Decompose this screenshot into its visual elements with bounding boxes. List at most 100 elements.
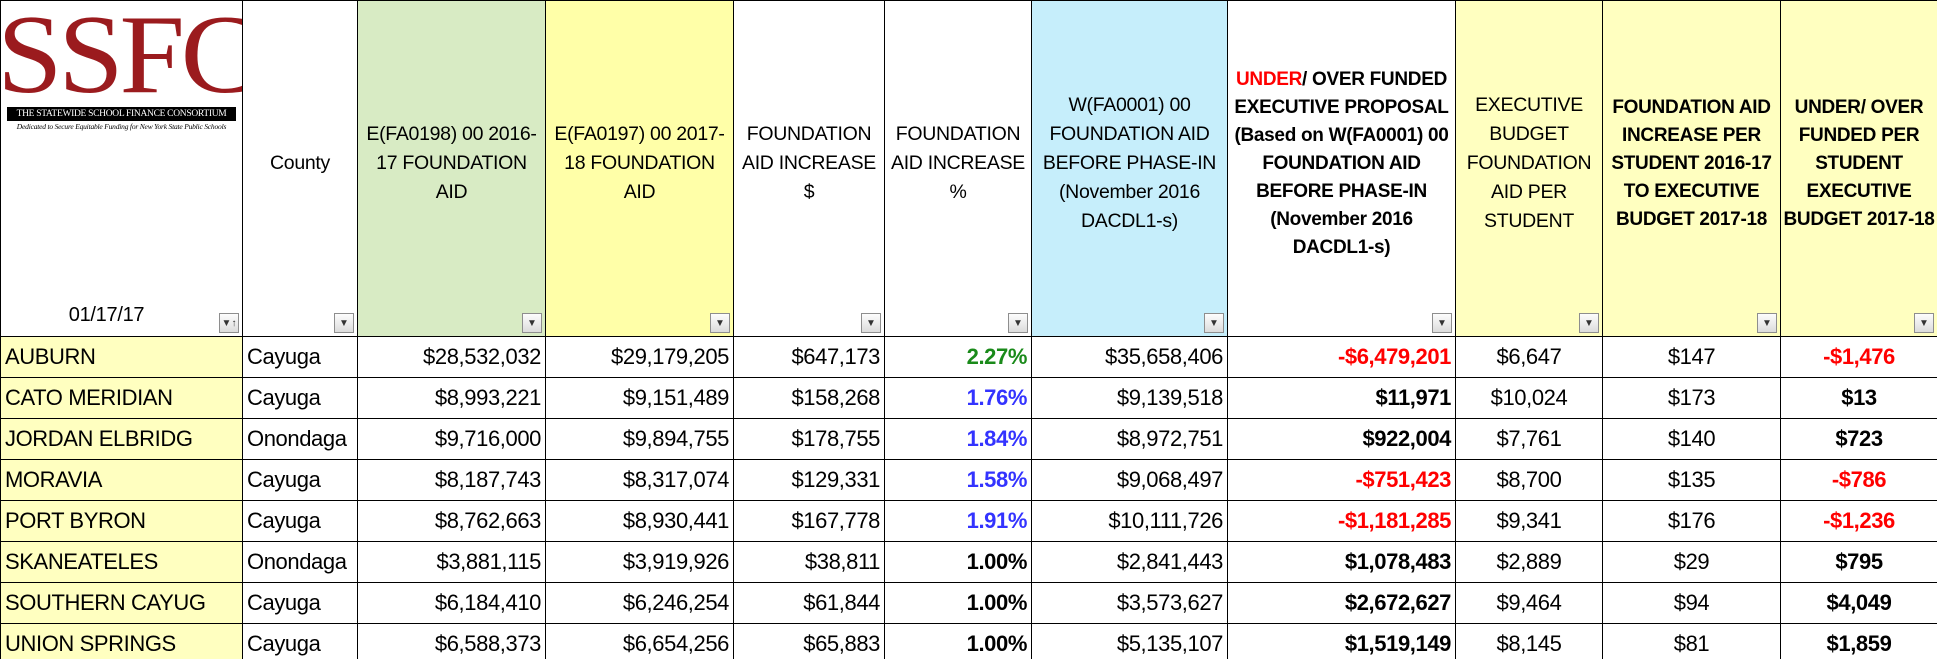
- cell: $81: [1602, 623, 1781, 659]
- column-header: County ▼: [242, 0, 358, 337]
- header-text: UNDER/ OVER FUNDED PER STUDENT EXECUTIVE…: [1783, 96, 1935, 230]
- cell: $9,341: [1455, 500, 1603, 542]
- cell: Onondaga: [242, 541, 358, 583]
- cell: Cayuga: [242, 582, 358, 624]
- cell: $94: [1602, 582, 1781, 624]
- cell: 1.58%: [884, 459, 1032, 501]
- cell: SOUTHERN CAYUG: [0, 582, 243, 624]
- cell: -$786: [1780, 459, 1937, 501]
- cell: Cayuga: [242, 623, 358, 659]
- cell: UNION SPRINGS: [0, 623, 243, 659]
- cell: $10,024: [1455, 377, 1603, 419]
- cell: $6,654,256: [545, 623, 734, 659]
- cell: -$751,423: [1227, 459, 1456, 501]
- cell: $8,762,663: [357, 500, 546, 542]
- cell: $158,268: [733, 377, 885, 419]
- header-text: EXECUTIVE BUDGET FOUNDATION AID PER STUD…: [1466, 94, 1592, 232]
- cell: Cayuga: [242, 377, 358, 419]
- header-text: / OVER FUNDED EXECUTIVE PROPOSAL (Based …: [1234, 68, 1449, 258]
- column-header: FOUNDATION AID INCREASE % ▼: [884, 0, 1032, 337]
- filter-button[interactable]: ▼: [1914, 313, 1934, 333]
- cell: 1.76%: [884, 377, 1032, 419]
- cell: $9,139,518: [1031, 377, 1228, 419]
- table-row: UNION SPRINGS Cayuga $6,588,373 $6,654,256 $…: [0, 623, 1937, 659]
- table-row: CATO MERIDIAN Cayuga $8,993,221 $9,151,489 $…: [0, 377, 1937, 419]
- cell: -$1,236: [1780, 500, 1937, 542]
- filter-button[interactable]: ▼: [1579, 313, 1599, 333]
- cell: Cayuga: [242, 336, 358, 378]
- cell: -$6,479,201: [1227, 336, 1456, 378]
- column-header: FOUNDATION AID INCREASE PER STUDENT 2016…: [1602, 0, 1781, 337]
- column-header: E(FA0197) 00 2017-18 FOUNDATION AID ▼: [545, 0, 734, 337]
- cell: $6,184,410: [357, 582, 546, 624]
- filter-button[interactable]: ▼: [522, 313, 542, 333]
- cell: 1.00%: [884, 541, 1032, 583]
- cell: $28,532,032: [357, 336, 546, 378]
- cell: $2,889: [1455, 541, 1603, 583]
- cell: $61,844: [733, 582, 885, 624]
- cell: $6,246,254: [545, 582, 734, 624]
- cell: $8,187,743: [357, 459, 546, 501]
- cell: $8,993,221: [357, 377, 546, 419]
- filter-button[interactable]: ▼: [1204, 313, 1224, 333]
- header-text: E(FA0198) 00 2016-17 FOUNDATION AID: [366, 123, 537, 203]
- cell: 1.84%: [884, 418, 1032, 460]
- filter-button[interactable]: ▼: [861, 313, 881, 333]
- cell: Cayuga: [242, 459, 358, 501]
- cell: Cayuga: [242, 500, 358, 542]
- cell: $29: [1602, 541, 1781, 583]
- date: 01/17/17: [68, 304, 145, 326]
- table-row: PORT BYRON Cayuga $8,762,663 $8,930,441 $167…: [0, 500, 1937, 542]
- filter-button[interactable]: ▼: [1757, 313, 1777, 333]
- cell: $38,811: [733, 541, 885, 583]
- cell: $135: [1602, 459, 1781, 501]
- column-header: EXECUTIVE BUDGET FOUNDATION AID PER STUD…: [1455, 0, 1603, 337]
- cell: $8,972,751: [1031, 418, 1228, 460]
- cell: -$1,476: [1780, 336, 1937, 378]
- sort-filter-button[interactable]: ▼↑: [219, 313, 239, 333]
- cell: $5,135,107: [1031, 623, 1228, 659]
- cell: $647,173: [733, 336, 885, 378]
- column-header: FOUNDATION AID INCREASE $ ▼: [733, 0, 885, 337]
- filter-button[interactable]: ▼: [710, 313, 730, 333]
- cell: $65,883: [733, 623, 885, 659]
- cell: $9,068,497: [1031, 459, 1228, 501]
- cell: CATO MERIDIAN: [0, 377, 243, 419]
- cell: $9,894,755: [545, 418, 734, 460]
- header-text: E(FA0197) 00 2017-18 FOUNDATION AID: [554, 123, 725, 203]
- cell: $129,331: [733, 459, 885, 501]
- logo-tagline: Dedicated to Secure Equitable Funding fo…: [16, 122, 227, 131]
- header-row: SSFC THE STATEWIDE SCHOOL FINANCE CONSOR…: [0, 0, 1937, 337]
- cell: $9,716,000: [357, 418, 546, 460]
- cell: $140: [1602, 418, 1781, 460]
- table-row: JORDAN ELBRIDG Onondaga $9,716,000 $9,894,7…: [0, 418, 1937, 460]
- logo-title: SSFC: [0, 0, 243, 117]
- header-highlight: UNDER: [1235, 68, 1303, 90]
- filter-button[interactable]: ▼: [334, 313, 354, 333]
- cell: $167,778: [733, 500, 885, 542]
- header-text: County: [270, 152, 330, 174]
- table-row: SOUTHERN CAYUG Cayuga $6,184,410 $6,246,254…: [0, 582, 1937, 624]
- cell: $3,573,627: [1031, 582, 1228, 624]
- cell: MORAVIA: [0, 459, 243, 501]
- filter-button[interactable]: ▼: [1432, 313, 1452, 333]
- table-row: MORAVIA Cayuga $8,187,743 $8,317,074 $129,33…: [0, 459, 1937, 501]
- cell: $3,919,926: [545, 541, 734, 583]
- cell: $9,151,489: [545, 377, 734, 419]
- cell: $8,700: [1455, 459, 1603, 501]
- cell: $173: [1602, 377, 1781, 419]
- cell: $29,179,205: [545, 336, 734, 378]
- cell: $8,317,074: [545, 459, 734, 501]
- cell: JORDAN ELBRIDG: [0, 418, 243, 460]
- filter-button[interactable]: ▼: [1008, 313, 1028, 333]
- cell: $8,930,441: [545, 500, 734, 542]
- cell: $6,647: [1455, 336, 1603, 378]
- column-header: W(FA0001) 00 FOUNDATION AID BEFORE PHASE…: [1031, 0, 1228, 337]
- cell: 1.00%: [884, 582, 1032, 624]
- cell: $8,145: [1455, 623, 1603, 659]
- cell: $13: [1780, 377, 1937, 419]
- header-text: FOUNDATION AID INCREASE $: [741, 123, 876, 203]
- cell: $922,004: [1227, 418, 1456, 460]
- cell: SKANEATELES: [0, 541, 243, 583]
